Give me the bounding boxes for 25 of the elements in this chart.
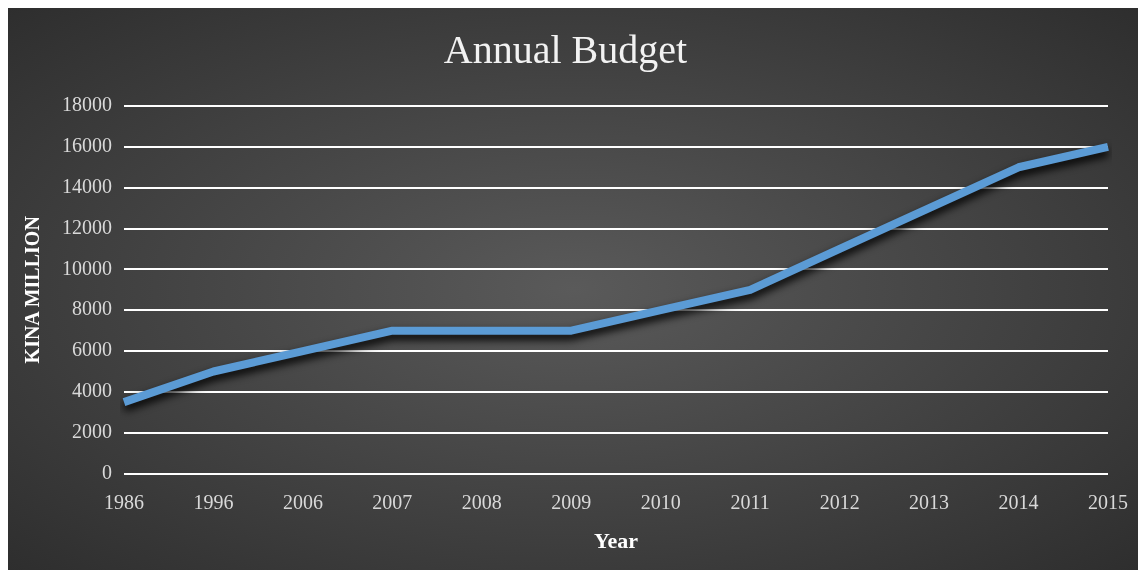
chart-title: Annual Budget: [443, 26, 688, 72]
y-tick-label: 10000: [62, 256, 112, 279]
x-tick-label: 1986: [104, 490, 144, 513]
x-axis-title: Year: [594, 528, 639, 554]
y-tick-label: 18000: [62, 93, 112, 116]
y-tick-label: 2000: [72, 420, 112, 443]
y-tick-label: 12000: [62, 215, 112, 238]
x-tick-label: 2010: [640, 490, 681, 513]
x-tick-label: 2006: [282, 490, 323, 513]
y-tick-label: 4000: [72, 379, 112, 402]
x-tick-label: 2011: [730, 490, 770, 513]
y-tick-label: 14000: [62, 174, 112, 197]
x-tick-label: 2015: [1088, 490, 1128, 513]
x-tick-label: 2012: [819, 490, 860, 513]
x-tick-label: 2009: [551, 490, 592, 513]
x-tick-label: 1996: [193, 490, 234, 513]
y-tick-label: 0: [102, 460, 112, 483]
x-tick-label: 2008: [461, 490, 502, 513]
y-axis-title: KINA MILLION: [21, 215, 44, 364]
y-tick-label: 8000: [72, 297, 112, 320]
x-tick-label: 2007: [372, 490, 413, 513]
x-tick-label: 2013: [909, 490, 950, 513]
y-tick-label: 6000: [72, 338, 112, 361]
y-tick-label: 16000: [62, 134, 112, 157]
x-tick-label: 2014: [998, 490, 1039, 513]
